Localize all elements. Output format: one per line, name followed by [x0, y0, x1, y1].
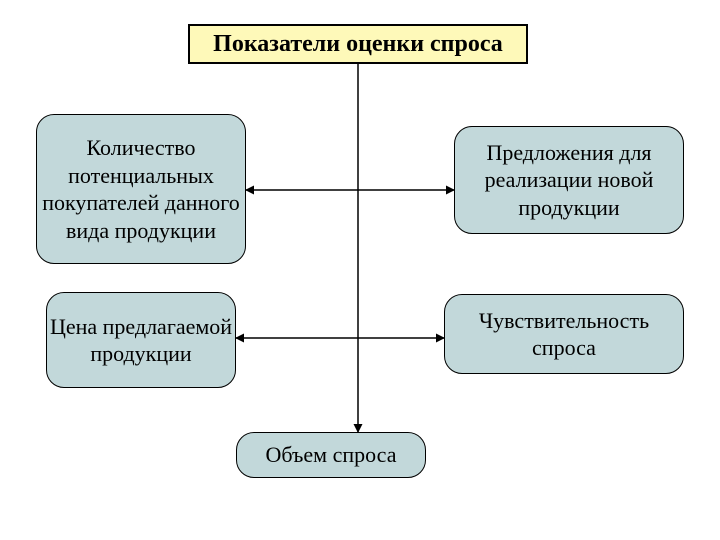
node-bottom-center: Объем спроса — [236, 432, 426, 478]
node-top-right-text: Предложения для реализации новой продукц… — [455, 139, 683, 222]
node-top-right: Предложения для реализации новой продукц… — [454, 126, 684, 234]
node-bottom-right-text: Чувствительность спроса — [445, 307, 683, 362]
node-bottom-left-text: Цена предлагаемой продукции — [47, 313, 235, 368]
node-bottom-left: Цена предлагаемой продукции — [46, 292, 236, 388]
node-bottom-center-text: Объем спроса — [266, 441, 397, 469]
diagram-title: Показатели оценки спроса — [188, 24, 528, 64]
diagram-title-text: Показатели оценки спроса — [213, 29, 503, 59]
node-top-left-text: Количество потенциальных покупателей дан… — [37, 134, 245, 244]
node-top-left: Количество потенциальных покупателей дан… — [36, 114, 246, 264]
node-bottom-right: Чувствительность спроса — [444, 294, 684, 374]
